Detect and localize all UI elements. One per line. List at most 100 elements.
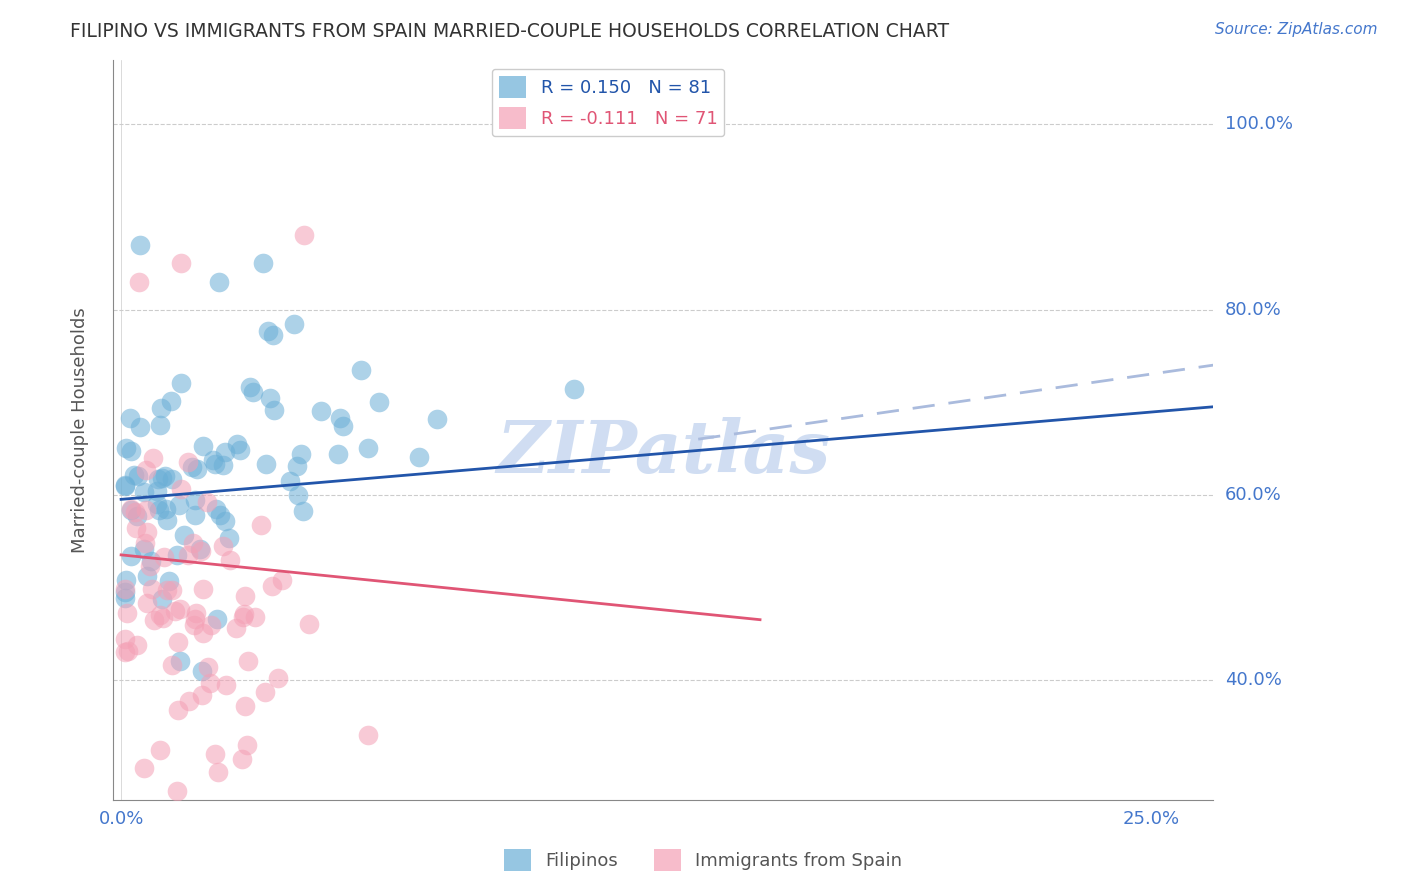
Filipinos — [152, 592, 174, 607]
Filipinos — [149, 417, 172, 432]
Filipinos — [120, 443, 142, 458]
Filipinos — [160, 393, 183, 408]
Filipinos — [136, 569, 159, 583]
Filipinos — [118, 411, 141, 425]
Legend: R = 0.150   N = 81, R = -0.111   N = 71: R = 0.150 N = 81, R = -0.111 N = 71 — [492, 69, 724, 136]
Filipinos — [287, 459, 309, 474]
Immigrants from Spain — [357, 728, 380, 742]
Filipinos — [156, 513, 179, 527]
Immigrants from Spain — [127, 638, 149, 652]
Immigrants from Spain — [141, 582, 163, 597]
Filipinos — [162, 472, 184, 486]
Filipinos — [204, 501, 226, 516]
Immigrants from Spain — [184, 612, 207, 626]
Immigrants from Spain — [152, 610, 174, 624]
Immigrants from Spain — [169, 482, 191, 496]
Immigrants from Spain — [235, 589, 257, 603]
Filipinos — [188, 542, 211, 557]
Immigrants from Spain — [177, 548, 200, 562]
Immigrants from Spain — [149, 743, 172, 757]
Immigrants from Spain — [115, 607, 138, 621]
Immigrants from Spain — [165, 604, 187, 618]
Filipinos — [184, 508, 207, 522]
Filipinos — [114, 441, 136, 455]
Filipinos — [204, 457, 226, 471]
Filipinos — [211, 458, 233, 472]
Filipinos — [153, 468, 176, 483]
Filipinos — [150, 471, 173, 485]
Filipinos — [426, 412, 449, 426]
Immigrants from Spain — [149, 607, 172, 622]
Filipinos — [229, 442, 252, 457]
Immigrants from Spain — [124, 505, 146, 519]
Filipinos — [239, 380, 262, 394]
Filipinos — [287, 488, 309, 502]
Filipinos — [145, 497, 167, 511]
Immigrants from Spain — [135, 463, 157, 477]
Filipinos — [181, 460, 204, 475]
Immigrants from Spain — [260, 578, 283, 592]
Y-axis label: Married-couple Households: Married-couple Households — [72, 307, 89, 553]
Filipinos — [562, 382, 585, 396]
Filipinos — [115, 573, 138, 587]
Immigrants from Spain — [169, 601, 191, 615]
Immigrants from Spain — [266, 671, 288, 685]
Filipinos — [291, 504, 314, 518]
Filipinos — [367, 395, 389, 409]
Filipinos — [218, 531, 240, 545]
Text: 40.0%: 40.0% — [1225, 671, 1281, 689]
Immigrants from Spain — [214, 678, 236, 692]
Immigrants from Spain — [186, 607, 208, 621]
Immigrants from Spain — [136, 596, 159, 610]
Immigrants from Spain — [207, 765, 229, 780]
Immigrants from Spain — [135, 525, 157, 540]
Filipinos — [127, 469, 149, 483]
Filipinos — [326, 447, 349, 461]
Filipinos — [166, 548, 188, 562]
Immigrants from Spain — [193, 626, 215, 640]
Filipinos — [214, 514, 236, 528]
Filipinos — [129, 237, 152, 252]
Immigrants from Spain — [233, 607, 256, 622]
Filipinos — [149, 401, 172, 416]
Filipinos — [114, 479, 136, 493]
Immigrants from Spain — [156, 583, 179, 598]
Filipinos — [257, 324, 280, 338]
Filipinos — [125, 508, 148, 523]
Immigrants from Spain — [195, 494, 218, 508]
Immigrants from Spain — [254, 685, 277, 699]
Immigrants from Spain — [117, 644, 139, 658]
Filipinos — [148, 503, 170, 517]
Immigrants from Spain — [167, 703, 190, 717]
Filipinos — [114, 478, 136, 492]
Immigrants from Spain — [124, 521, 146, 535]
Text: FILIPINO VS IMMIGRANTS FROM SPAIN MARRIED-COUPLE HOUSEHOLDS CORRELATION CHART: FILIPINO VS IMMIGRANTS FROM SPAIN MARRIE… — [70, 22, 949, 41]
Immigrants from Spain — [238, 654, 260, 668]
Immigrants from Spain — [197, 659, 219, 673]
Filipinos — [184, 492, 207, 507]
Text: Source: ZipAtlas.com: Source: ZipAtlas.com — [1215, 22, 1378, 37]
Immigrants from Spain — [245, 609, 267, 624]
Filipinos — [132, 541, 155, 556]
Immigrants from Spain — [292, 228, 315, 243]
Text: ZIPatlas: ZIPatlas — [496, 417, 830, 488]
Filipinos — [122, 468, 145, 483]
Immigrants from Spain — [142, 450, 165, 465]
Immigrants from Spain — [181, 536, 204, 550]
Immigrants from Spain — [135, 503, 157, 517]
Immigrants from Spain — [204, 747, 226, 761]
Immigrants from Spain — [198, 676, 221, 690]
Immigrants from Spain — [143, 613, 166, 627]
Filipinos — [191, 439, 214, 453]
Filipinos — [328, 410, 350, 425]
Filipinos — [132, 484, 155, 499]
Immigrants from Spain — [191, 688, 214, 702]
Immigrants from Spain — [167, 635, 190, 649]
Immigrants from Spain — [200, 617, 222, 632]
Filipinos — [146, 472, 169, 486]
Immigrants from Spain — [170, 256, 193, 270]
Immigrants from Spain — [236, 738, 259, 752]
Immigrants from Spain — [166, 784, 188, 798]
Immigrants from Spain — [120, 502, 142, 516]
Immigrants from Spain — [183, 617, 205, 632]
